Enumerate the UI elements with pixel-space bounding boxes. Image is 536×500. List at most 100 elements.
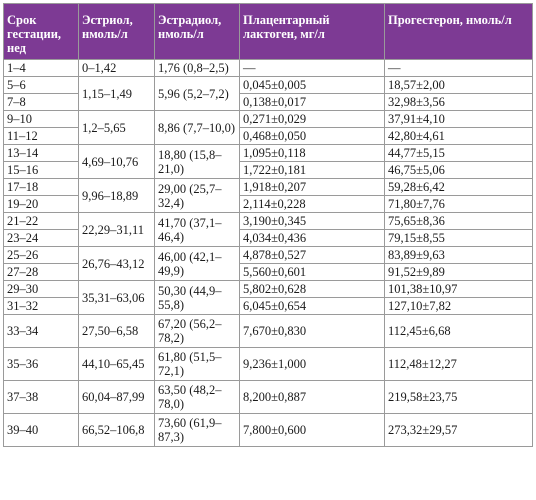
gestation-week-cell: 35–36 [3, 347, 79, 381]
gestation-week-cell: 31–32 [3, 297, 79, 315]
placental-lactogen-cell: 3,190±0,345 [239, 212, 385, 230]
estriol-cell: 35,31–63,06 [78, 280, 155, 315]
progesterone-cell: 32,98±3,56 [384, 93, 533, 111]
table-row: 9–10 1,2–5,65 8,86 (7,7–10,0) 0,271±0,029 37… [3, 110, 533, 145]
progesterone-cell: 18,57±2,00 [384, 76, 533, 94]
progesterone-cell: 44,77±5,15 [384, 144, 533, 162]
placental-lactogen-cell: 0,045±0,005 [239, 76, 385, 94]
table-row: 11–12 0,468±0,050 42,80±4,61 [3, 127, 533, 145]
gestation-week-cell: 33–34 [3, 314, 79, 348]
gestation-week-cell: 5–6 [3, 76, 79, 94]
table-row: 17–18 9,96–18,89 29,00 (25,7–32,4) 1,918±0,… [3, 178, 533, 213]
placental-lactogen-cell: 7,800±0,600 [239, 413, 385, 447]
placental-lactogen-cell: 0,271±0,029 [239, 110, 385, 128]
progesterone-cell: 37,91±4,10 [384, 110, 533, 128]
estriol-cell: 9,96–18,89 [78, 178, 155, 213]
placental-lactogen-cell: 0,468±0,050 [239, 127, 385, 145]
placental-lactogen-cell: 4,878±0,527 [239, 246, 385, 264]
gestation-week-cell: 21–22 [3, 212, 79, 230]
gestation-week-cell: 39–40 [3, 413, 79, 447]
table-body: 1–4 0–1,42 1,76 (0,8–2,5) — —5–6 1,15–1,49 5,9… [3, 59, 533, 447]
gestation-week-cell: 17–18 [3, 178, 79, 196]
gestation-week-cell: 37–38 [3, 380, 79, 414]
gestation-week-cell: 29–30 [3, 280, 79, 298]
gestation-week-cell: 23–24 [3, 229, 79, 247]
placental-lactogen-cell: 9,236±1,000 [239, 347, 385, 381]
progesterone-cell: 112,48±12,27 [384, 347, 533, 381]
header-gestation-week: Срок гестации, нед [3, 3, 79, 60]
progesterone-cell: 101,38±10,97 [384, 280, 533, 298]
progesterone-cell: 219,58±23,75 [384, 380, 533, 414]
placental-lactogen-cell: 5,560±0,601 [239, 263, 385, 281]
estradiol-cell: 8,86 (7,7–10,0) [154, 110, 240, 145]
estradiol-cell: 67,20 (56,2–78,2) [154, 314, 240, 348]
progesterone-cell: 42,80±4,61 [384, 127, 533, 145]
placental-lactogen-cell: 2,114±0,228 [239, 195, 385, 213]
table-row: 19–20 2,114±0,228 71,80±7,76 [3, 195, 533, 213]
hormone-norms-table: Срок гестации, нед Эстриол, нмоль/л Эстр… [3, 3, 533, 447]
estradiol-cell: 63,50 (48,2–78,0) [154, 380, 240, 414]
progesterone-cell: 273,32±29,57 [384, 413, 533, 447]
progesterone-cell: — [384, 59, 533, 77]
table-row: 31–32 6,045±0,654 127,10±7,82 [3, 297, 533, 315]
table-row: 1–4 0–1,42 1,76 (0,8–2,5) — — [3, 59, 533, 77]
header-placental-lactogen: Плацентарный лактоген, мг/л [239, 3, 385, 60]
header-progesterone: Прогестерон, нмоль/л [384, 3, 533, 60]
header-estradiol: Эстрадиол, нмоль/л [154, 3, 240, 60]
estradiol-cell: 5,96 (5,2–7,2) [154, 76, 240, 111]
estradiol-cell: 46,00 (42,1–49,9) [154, 246, 240, 281]
estradiol-cell: 29,00 (25,7–32,4) [154, 178, 240, 213]
placental-lactogen-cell: 8,200±0,887 [239, 380, 385, 414]
estradiol-cell: 73,60 (61,9–87,3) [154, 413, 240, 447]
estriol-cell: 27,50–6,58 [78, 314, 155, 348]
placental-lactogen-cell: 1,095±0,118 [239, 144, 385, 162]
gestation-week-cell: 7–8 [3, 93, 79, 111]
estradiol-cell: 41,70 (37,1–46,4) [154, 212, 240, 247]
gestation-week-cell: 19–20 [3, 195, 79, 213]
table-row: 35–36 44,10–65,45 61,80 (51,5–72,1) 9,236±1… [3, 347, 533, 381]
progesterone-cell: 83,89±9,63 [384, 246, 533, 264]
estriol-cell: 22,29–31,11 [78, 212, 155, 247]
estriol-cell: 60,04–87,99 [78, 380, 155, 414]
placental-lactogen-cell: 1,918±0,207 [239, 178, 385, 196]
progesterone-cell: 127,10±7,82 [384, 297, 533, 315]
table-row: 33–34 27,50–6,58 67,20 (56,2–78,2) 7,670±0,… [3, 314, 533, 348]
table-row: 39–40 66,52–106,8 73,60 (61,9–87,3) 7,800±0… [3, 413, 533, 447]
estriol-cell: 1,2–5,65 [78, 110, 155, 145]
table-row: 25–26 26,76–43,12 46,00 (42,1–49,9) 4,878±0… [3, 246, 533, 281]
table-row: 37–38 60,04–87,99 63,50 (48,2–78,0) 8,200±0… [3, 380, 533, 414]
estradiol-cell: 61,80 (51,5–72,1) [154, 347, 240, 381]
table-row: 27–28 5,560±0,601 91,52±9,89 [3, 263, 533, 281]
estradiol-cell: 18,80 (15,8–21,0) [154, 144, 240, 179]
table-row: 5–6 1,15–1,49 5,96 (5,2–7,2) 0,045±0,005 18,… [3, 76, 533, 111]
progesterone-cell: 71,80±7,76 [384, 195, 533, 213]
header-estriol: Эстриол, нмоль/л [78, 3, 155, 60]
gestation-week-cell: 15–16 [3, 161, 79, 179]
placental-lactogen-cell: — [239, 59, 385, 77]
gestation-week-cell: 11–12 [3, 127, 79, 145]
progesterone-cell: 91,52±9,89 [384, 263, 533, 281]
table-row: 23–24 4,034±0,436 79,15±8,55 [3, 229, 533, 247]
header-row: Срок гестации, нед Эстриол, нмоль/л Эстр… [3, 3, 533, 60]
placental-lactogen-cell: 7,670±0,830 [239, 314, 385, 348]
progesterone-cell: 75,65±8,36 [384, 212, 533, 230]
estriol-cell: 26,76–43,12 [78, 246, 155, 281]
estriol-cell: 4,69–10,76 [78, 144, 155, 179]
estriol-cell: 44,10–65,45 [78, 347, 155, 381]
estriol-cell: 0–1,42 [78, 59, 155, 77]
estradiol-cell: 1,76 (0,8–2,5) [154, 59, 240, 77]
table-row: 29–30 35,31–63,06 50,30 (44,9–55,8) 5,802±0… [3, 280, 533, 315]
estradiol-cell: 50,30 (44,9–55,8) [154, 280, 240, 315]
progesterone-cell: 112,45±6,68 [384, 314, 533, 348]
placental-lactogen-cell: 0,138±0,017 [239, 93, 385, 111]
gestation-week-cell: 1–4 [3, 59, 79, 77]
estriol-cell: 1,15–1,49 [78, 76, 155, 111]
gestation-week-cell: 25–26 [3, 246, 79, 264]
progesterone-cell: 79,15±8,55 [384, 229, 533, 247]
progesterone-cell: 46,75±5,06 [384, 161, 533, 179]
gestation-week-cell: 13–14 [3, 144, 79, 162]
progesterone-cell: 59,28±6,42 [384, 178, 533, 196]
placental-lactogen-cell: 6,045±0,654 [239, 297, 385, 315]
table-row: 21–22 22,29–31,11 41,70 (37,1–46,4) 3,190±0… [3, 212, 533, 247]
table-row: 13–14 4,69–10,76 18,80 (15,8–21,0) 1,095±0,… [3, 144, 533, 179]
